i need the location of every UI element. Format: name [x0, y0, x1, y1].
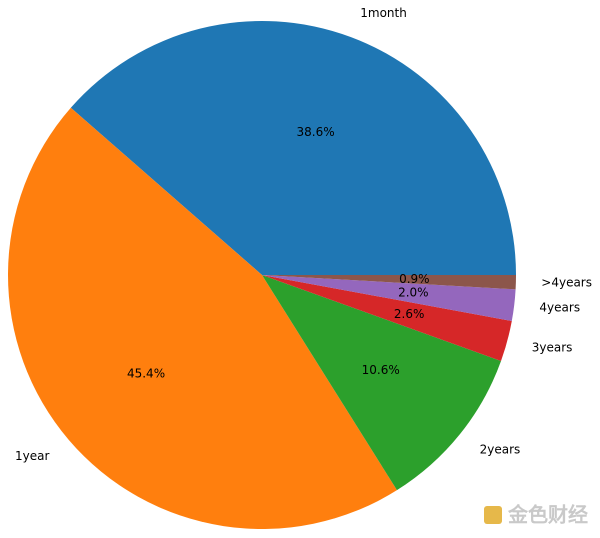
- value-label: 10.6%: [362, 363, 400, 377]
- value-label: 2.0%: [398, 286, 429, 300]
- slice-label: 4years: [539, 301, 580, 315]
- pie-slice: [262, 275, 516, 321]
- pie-slice: [262, 275, 516, 290]
- slice-label: 1year: [15, 449, 49, 463]
- value-label: 0.9%: [399, 272, 430, 286]
- watermark: 金色财经: [507, 503, 588, 527]
- watermark-icon: [484, 506, 502, 524]
- pie-slice: [262, 275, 502, 491]
- pie-slice: [7, 107, 397, 530]
- pie-slice: [262, 275, 512, 361]
- slice-label: 2years: [480, 443, 521, 457]
- value-label: 45.4%: [127, 366, 165, 380]
- slice-label: 1month: [360, 6, 407, 20]
- slice-label: >4years: [541, 275, 592, 289]
- pie-slice: [70, 20, 517, 275]
- value-label: 2.6%: [394, 307, 425, 321]
- slice-label: 3years: [532, 340, 573, 354]
- value-label: 38.6%: [297, 125, 335, 139]
